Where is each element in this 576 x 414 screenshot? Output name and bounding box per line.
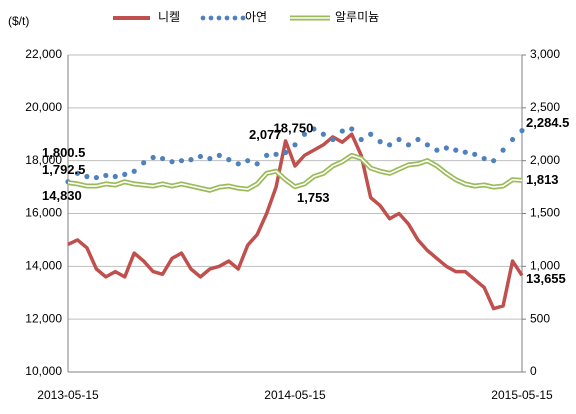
point bbox=[443, 145, 449, 151]
y2-tick-label: 2,500 bbox=[530, 100, 560, 114]
y2-tick-label: 500 bbox=[530, 311, 550, 325]
point bbox=[235, 161, 241, 167]
y-tick-label: 10,000 bbox=[25, 364, 62, 378]
point bbox=[197, 153, 204, 160]
point bbox=[188, 157, 194, 163]
legend-marker bbox=[232, 15, 238, 21]
point bbox=[178, 158, 185, 164]
point bbox=[434, 147, 440, 153]
point bbox=[358, 136, 364, 143]
y2-tick-label: 1,000 bbox=[530, 259, 560, 273]
data-label: 1,792.5 bbox=[42, 162, 85, 177]
legend-marker bbox=[208, 15, 214, 21]
y-tick-label: 22,000 bbox=[25, 47, 62, 61]
data-label: 1,800.5 bbox=[42, 145, 85, 160]
point bbox=[84, 173, 90, 180]
point bbox=[396, 136, 402, 143]
y-tick-label: 18,000 bbox=[25, 153, 62, 167]
point bbox=[368, 131, 374, 137]
point bbox=[245, 158, 251, 164]
point bbox=[481, 155, 487, 162]
data-label: 13,655 bbox=[526, 271, 566, 286]
data-label: 18,750 bbox=[274, 120, 314, 135]
point bbox=[349, 126, 355, 132]
point bbox=[273, 151, 279, 157]
point bbox=[301, 131, 308, 137]
point bbox=[339, 128, 345, 134]
y-tick-label: 16,000 bbox=[25, 206, 62, 220]
point bbox=[207, 155, 213, 162]
data-label: 1,813 bbox=[526, 172, 559, 187]
data-label: 2,284.5 bbox=[526, 115, 569, 130]
point bbox=[424, 142, 431, 148]
point bbox=[500, 147, 506, 153]
point bbox=[453, 147, 459, 153]
point bbox=[264, 152, 270, 158]
point bbox=[311, 126, 317, 132]
point bbox=[472, 151, 478, 157]
point bbox=[519, 128, 525, 134]
y2-tick-label: 2,000 bbox=[530, 153, 560, 167]
point bbox=[150, 154, 156, 161]
x-tick-label: 2013-05-15 bbox=[37, 388, 99, 402]
point bbox=[320, 131, 326, 137]
point bbox=[131, 168, 137, 174]
point bbox=[122, 171, 128, 178]
y-tick-label: 12,000 bbox=[25, 311, 62, 325]
legend-label: 니켈 bbox=[158, 10, 180, 24]
data-label: 1,753 bbox=[297, 190, 330, 205]
point bbox=[386, 142, 393, 148]
line-inner bbox=[67, 154, 523, 192]
point bbox=[112, 173, 118, 180]
point bbox=[159, 155, 166, 162]
point bbox=[292, 142, 298, 148]
legend-marker bbox=[240, 15, 246, 21]
data-label: 2,077 bbox=[249, 127, 282, 142]
data-label: 14,830 bbox=[42, 188, 82, 203]
y2-tick-label: 0 bbox=[530, 364, 537, 378]
point bbox=[377, 139, 383, 145]
point bbox=[330, 136, 336, 143]
legend-marker bbox=[200, 15, 206, 21]
line bbox=[67, 132, 524, 311]
point bbox=[405, 142, 412, 148]
y2-tick-label: 3,000 bbox=[530, 47, 560, 61]
x-tick-label: 2014-05-15 bbox=[264, 388, 326, 402]
y-tick-label: 14,000 bbox=[25, 259, 62, 273]
point bbox=[226, 157, 232, 163]
x-tick-label: 2015-05-15 bbox=[491, 388, 553, 402]
y-axis-label: ($/t) bbox=[8, 14, 29, 28]
legend-marker bbox=[216, 15, 222, 21]
point bbox=[103, 172, 109, 179]
y-tick-label: 20,000 bbox=[25, 100, 62, 114]
point bbox=[254, 161, 260, 167]
point bbox=[141, 160, 147, 166]
legend-label: 알루미늄 bbox=[335, 10, 379, 24]
point bbox=[93, 174, 99, 181]
point bbox=[462, 149, 468, 155]
point bbox=[282, 149, 289, 156]
point bbox=[509, 136, 516, 143]
legend-label: 아연 bbox=[245, 10, 267, 24]
legend-marker bbox=[224, 15, 230, 21]
y2-tick-label: 1,500 bbox=[530, 206, 560, 220]
point bbox=[216, 152, 222, 158]
point bbox=[74, 170, 81, 176]
point bbox=[415, 136, 421, 143]
point bbox=[169, 159, 175, 165]
point bbox=[491, 158, 497, 164]
